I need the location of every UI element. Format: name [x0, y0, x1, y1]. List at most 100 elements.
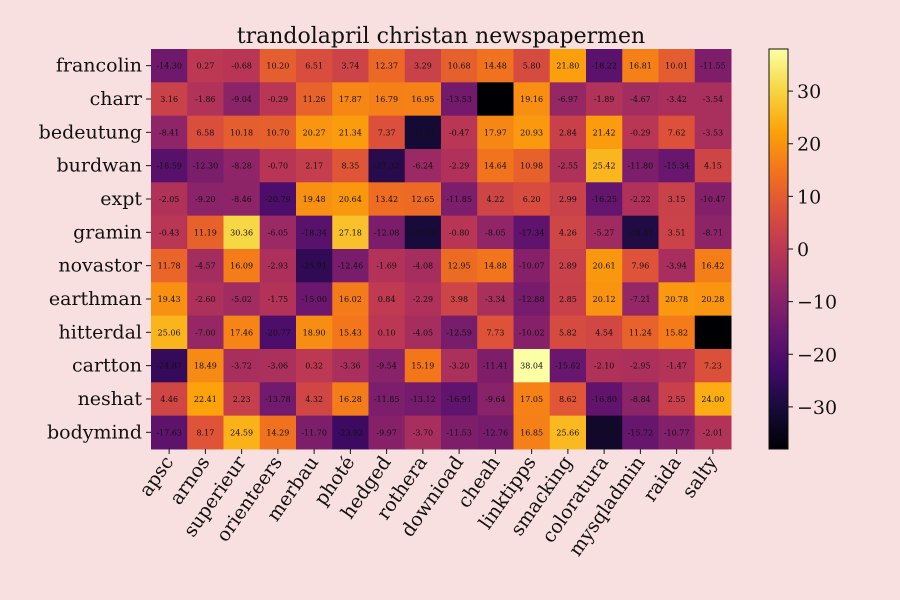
cell-value-label: 11.26 — [303, 95, 326, 104]
row-label: hitterdal — [59, 321, 142, 343]
heatmap-cell — [658, 82, 696, 117]
heatmap-cell — [187, 215, 224, 250]
heatmap-cell — [223, 49, 261, 83]
heatmap-cell — [441, 248, 478, 283]
cell-value-label: 3.29 — [414, 62, 432, 71]
cell-value-label: 20.61 — [593, 262, 616, 271]
cell-value-label: -2.22 — [630, 195, 651, 204]
heatmap-cell — [549, 49, 587, 83]
chart-title: trandolapril christan newspapermen — [237, 24, 645, 49]
heatmap-cell — [404, 248, 442, 283]
cell-value-label: -3.53 — [703, 128, 724, 137]
heatmap-cell — [586, 315, 623, 350]
heatmap-cell — [332, 182, 369, 217]
cell-value-label: -11.85 — [374, 395, 400, 404]
cell-value-label: -0.70 — [268, 162, 289, 171]
cell-value-label: -12.88 — [519, 295, 545, 304]
cell-value-label: 13.42 — [375, 195, 398, 204]
cell-value-label: 10.70 — [266, 128, 289, 137]
cell-value-label: -16.91 — [446, 395, 472, 404]
cell-value-label: -12.76 — [483, 428, 509, 437]
row-label: expt — [100, 188, 142, 210]
cell-value-label: 20.64 — [339, 195, 362, 204]
heatmap-cell — [586, 182, 623, 217]
heatmap-cell — [296, 248, 333, 283]
heatmap-cell — [658, 382, 696, 417]
heatmap-cell — [404, 82, 442, 117]
cell-value-label: 8.17 — [196, 428, 214, 437]
cell-value-label: 16.28 — [339, 395, 362, 404]
cell-value-label: -0.29 — [630, 128, 651, 137]
heatmap-cell — [513, 49, 551, 83]
heatmap-cell — [513, 82, 551, 117]
cell-value-label: -1.89 — [594, 95, 615, 104]
heatmap-cell — [368, 215, 406, 250]
cell-value-label: -0.43 — [159, 228, 180, 237]
cell-value-label: -16.80 — [591, 395, 617, 404]
heatmap-cell — [404, 348, 442, 383]
heatmap-cell — [259, 282, 297, 317]
cell-value-label: -9.64 — [485, 395, 506, 404]
cell-value-label: -11.80 — [628, 162, 654, 171]
cell-value-label: -6.05 — [268, 228, 289, 237]
heatmap-cell — [477, 215, 514, 250]
cell-value-label: -20.79 — [265, 195, 291, 204]
cell-value-label: -10.77 — [664, 428, 690, 437]
heatmap-cell — [223, 282, 261, 317]
heatmap-cell — [259, 382, 297, 417]
cell-value-label: 14.48 — [484, 62, 507, 71]
heatmap-cell — [477, 282, 514, 317]
cell-value-label: -13.78 — [265, 395, 291, 404]
cell-value-label: 17.87 — [339, 95, 362, 104]
cell-value-label: -2.01 — [703, 428, 724, 437]
cell-value-label: -4.67 — [630, 95, 651, 104]
cell-value-label: -1.75 — [268, 295, 289, 304]
heatmap-cell — [259, 49, 297, 83]
cell-value-label: -1.47 — [666, 362, 687, 371]
heatmap-cell — [477, 315, 514, 350]
cell-value-label: -27.32 — [374, 162, 400, 171]
heatmap-cell — [658, 182, 696, 217]
cell-value-label: 38.04 — [520, 362, 543, 371]
cell-value-label: 18.90 — [303, 328, 326, 337]
heatmap-cell — [259, 215, 297, 250]
cell-value-label: 7.37 — [378, 128, 396, 137]
cell-value-label: -8.41 — [159, 128, 180, 137]
heatmap-cell — [694, 415, 732, 450]
cell-value-label: 2.17 — [305, 162, 323, 171]
heatmap-cell — [259, 315, 297, 350]
heatmap-cell — [513, 148, 551, 183]
cell-value-label: 22.41 — [194, 395, 217, 404]
cell-value-label: 24.00 — [701, 395, 724, 404]
cell-value-label: 16.09 — [230, 262, 253, 271]
cell-value-label: 3.98 — [450, 295, 468, 304]
heatmap-cell — [187, 248, 224, 283]
heatmap-cell — [586, 215, 623, 250]
row-label: neshat — [78, 388, 143, 410]
heatmap-cell — [187, 315, 224, 350]
heatmap-cell — [513, 282, 551, 317]
cell-value-label: -3.42 — [666, 95, 687, 104]
heatmap-cell — [368, 182, 406, 217]
cell-value-label: 4.22 — [486, 195, 504, 204]
heatmap-cell — [151, 148, 188, 183]
cell-value-label: -17.63 — [156, 428, 182, 437]
cell-value-label: -9.54 — [376, 362, 397, 371]
cell-value-label: -25.91 — [301, 262, 327, 271]
cell-value-label: -0.47 — [449, 128, 470, 137]
cell-value-label: 3.16 — [160, 95, 178, 104]
row-label: gramin — [73, 221, 142, 243]
cell-value-label: 4.54 — [595, 328, 613, 337]
heatmap-cell — [151, 215, 188, 250]
heatmap-cell — [622, 348, 659, 383]
heatmap-cell — [332, 215, 369, 250]
heatmap-cell — [694, 82, 732, 117]
heatmap-cell — [549, 148, 587, 183]
heatmap-cell — [513, 415, 551, 450]
cell-value-label: -31.31 — [410, 128, 436, 137]
cell-value-label: -3.54 — [703, 95, 724, 104]
heatmap-cell — [513, 182, 551, 217]
cell-value-label: -6.97 — [558, 95, 579, 104]
heatmap-cell — [441, 215, 478, 250]
